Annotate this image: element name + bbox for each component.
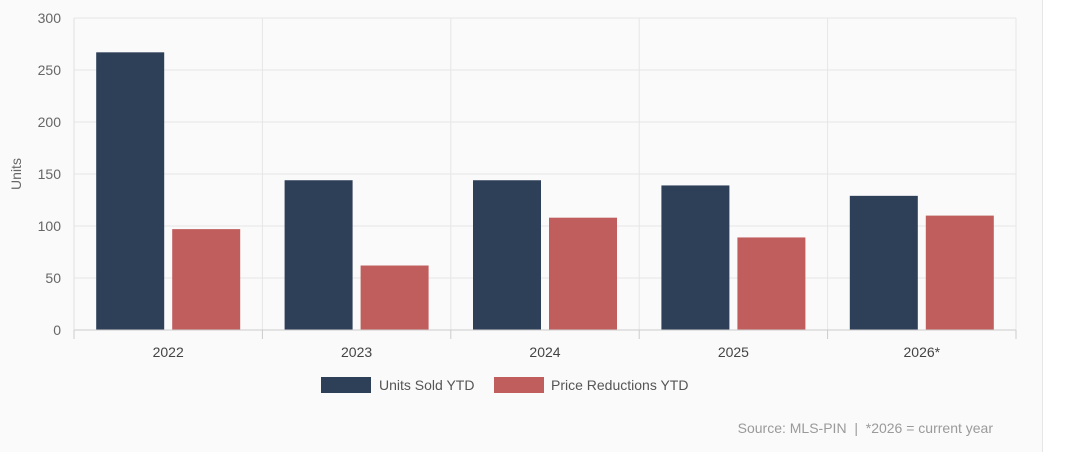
bars: [96, 52, 994, 330]
legend[interactable]: Units Sold YTD Price Reductions YTD: [321, 377, 688, 393]
x-tick-label: 2022: [153, 344, 184, 360]
x-tick-label: 2026*: [904, 344, 941, 360]
bar-units-sold[interactable]: [284, 180, 353, 330]
y-tick-label: 0: [53, 322, 61, 338]
legend-swatch[interactable]: [321, 377, 371, 393]
bar-units-sold[interactable]: [849, 195, 918, 330]
y-tick-label: 200: [38, 114, 62, 130]
grid-lines: [73, 17, 1017, 330]
bar-units-sold[interactable]: [661, 185, 730, 330]
y-tick-label: 50: [45, 270, 61, 286]
chart-panel: 0 50 100 150 200 250 300 2022 2023 2024 2025 2026* …: [8, 0, 1043, 452]
legend-label[interactable]: Price Reductions YTD: [551, 377, 688, 393]
x-tick-label: 2024: [529, 344, 560, 360]
y-tick-label: 300: [38, 10, 62, 26]
legend-swatch[interactable]: [494, 377, 544, 393]
y-tick-label: 150: [38, 166, 62, 182]
x-tick-label: 2023: [341, 344, 372, 360]
source-note: Source: MLS-PIN | *2026 = current year: [737, 420, 993, 436]
bar-units-sold[interactable]: [96, 52, 165, 330]
bar-price-reductions[interactable]: [172, 229, 241, 330]
bar-units-sold[interactable]: [473, 180, 541, 330]
legend-label[interactable]: Units Sold YTD: [379, 377, 474, 393]
bar-price-reductions[interactable]: [925, 215, 994, 330]
bar-price-reductions[interactable]: [737, 237, 806, 330]
bar-price-reductions[interactable]: [549, 217, 617, 330]
y-tick-label: 100: [38, 218, 62, 234]
axes: 0 50 100 150 200 250 300 2022 2023 2024 2025 2026*: [38, 10, 1017, 360]
bar-price-reductions[interactable]: [360, 265, 429, 330]
y-axis-title: Units: [8, 158, 24, 190]
y-tick-label: 250: [38, 62, 62, 78]
x-tick-label: 2025: [718, 344, 749, 360]
